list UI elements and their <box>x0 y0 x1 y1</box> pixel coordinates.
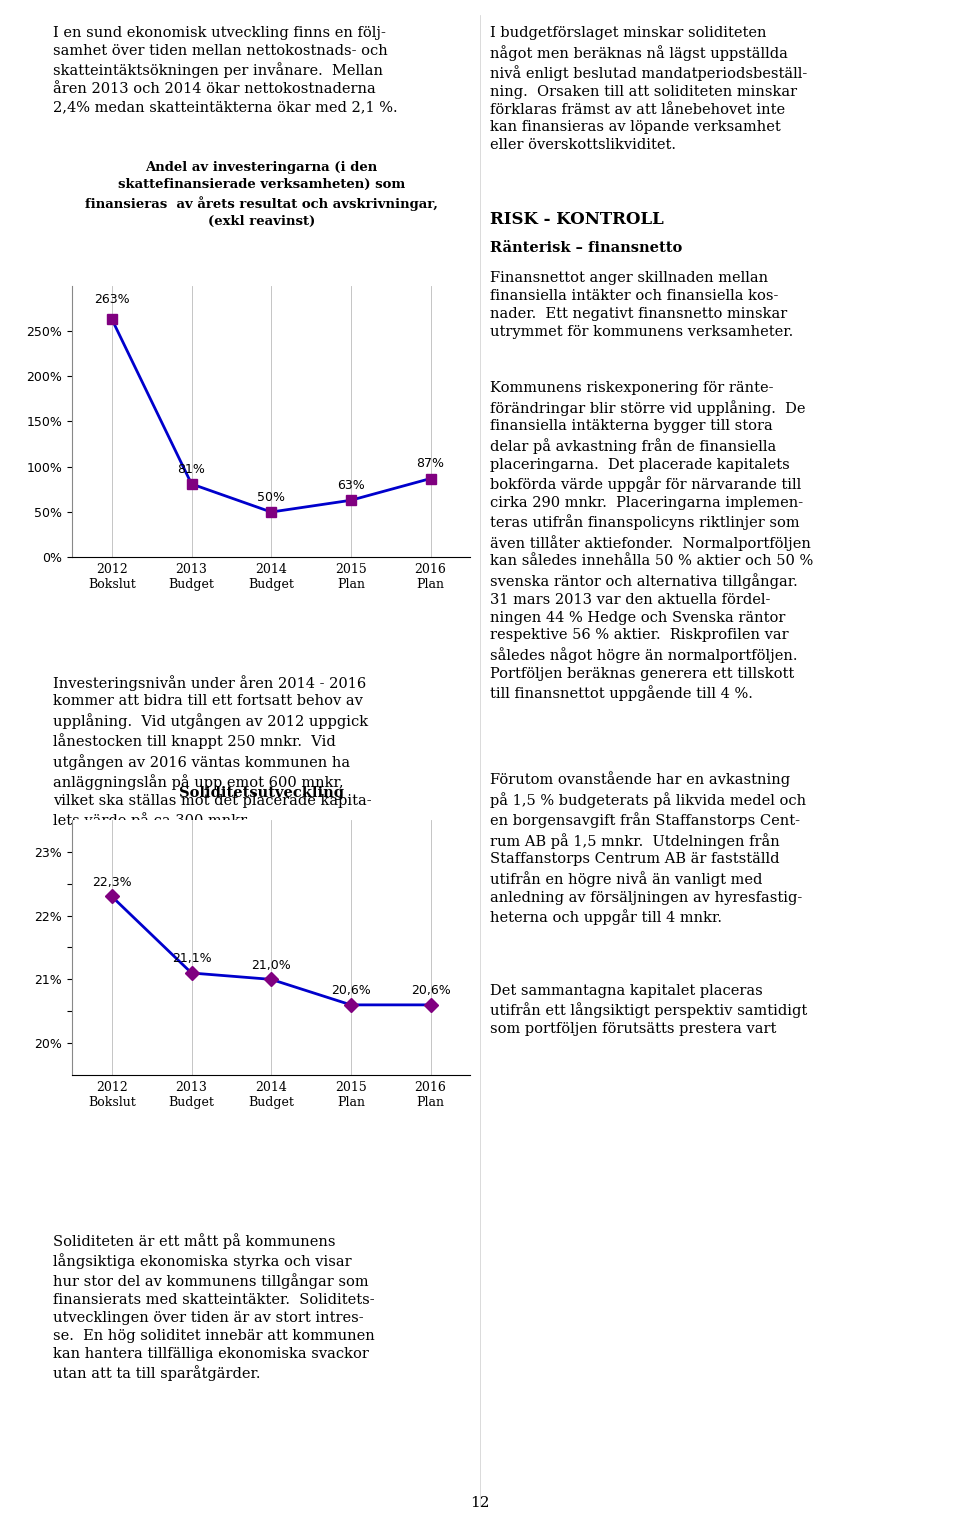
Text: 50%: 50% <box>257 490 285 504</box>
Text: Soliditeten är ett mått på kommunens
långsiktiga ekonomiska styrka och visar
hur: Soliditeten är ett mått på kommunens lån… <box>53 1233 374 1382</box>
Text: 63%: 63% <box>337 480 365 492</box>
Text: I budgetförslaget minskar soliditeten
något men beräknas nå lägst uppställda
niv: I budgetförslaget minskar soliditeten nå… <box>490 26 806 152</box>
Text: 20,6%: 20,6% <box>411 984 450 998</box>
Text: RISK - KONTROLL: RISK - KONTROLL <box>490 211 663 227</box>
Text: 263%: 263% <box>94 294 130 306</box>
Text: Förutom ovanstående har en avkastning
på 1,5 % budgeterats på likvida medel och
: Förutom ovanstående har en avkastning på… <box>490 772 805 925</box>
Text: 12: 12 <box>470 1496 490 1511</box>
Text: Det sammantagna kapitalet placeras
utifrån ett långsiktigt perspektiv samtidigt
: Det sammantagna kapitalet placeras utifr… <box>490 984 806 1036</box>
Text: I en sund ekonomisk utveckling finns en följ-
samhet över tiden mellan nettokost: I en sund ekonomisk utveckling finns en … <box>53 26 397 114</box>
Text: 20,6%: 20,6% <box>331 984 371 998</box>
Text: 21,1%: 21,1% <box>172 953 211 965</box>
Text: Andel av investeringarna (i den
skattefinansierade verksamheten) som
finansieras: Andel av investeringarna (i den skattefi… <box>85 161 438 227</box>
Text: Soliditetsutveckling: Soliditetsutveckling <box>180 787 344 801</box>
Text: 22,3%: 22,3% <box>92 876 132 888</box>
Text: 81%: 81% <box>178 463 205 476</box>
Text: Investeringsnivån under åren 2014 - 2016
kommer att bidra till ett fortsatt beho: Investeringsnivån under åren 2014 - 2016… <box>53 675 372 828</box>
Text: Finansnettot anger skillnaden mellan
finansiella intäkter och finansiella kos-
n: Finansnettot anger skillnaden mellan fin… <box>490 271 793 338</box>
Text: Kommunens riskexponering för ränte-
förändringar blir större vid upplåning.  De
: Kommunens riskexponering för ränte- förä… <box>490 381 813 701</box>
Text: 21,0%: 21,0% <box>252 959 291 971</box>
Text: Ränterisk – finansnetto: Ränterisk – finansnetto <box>490 241 682 255</box>
Text: 87%: 87% <box>417 458 444 470</box>
